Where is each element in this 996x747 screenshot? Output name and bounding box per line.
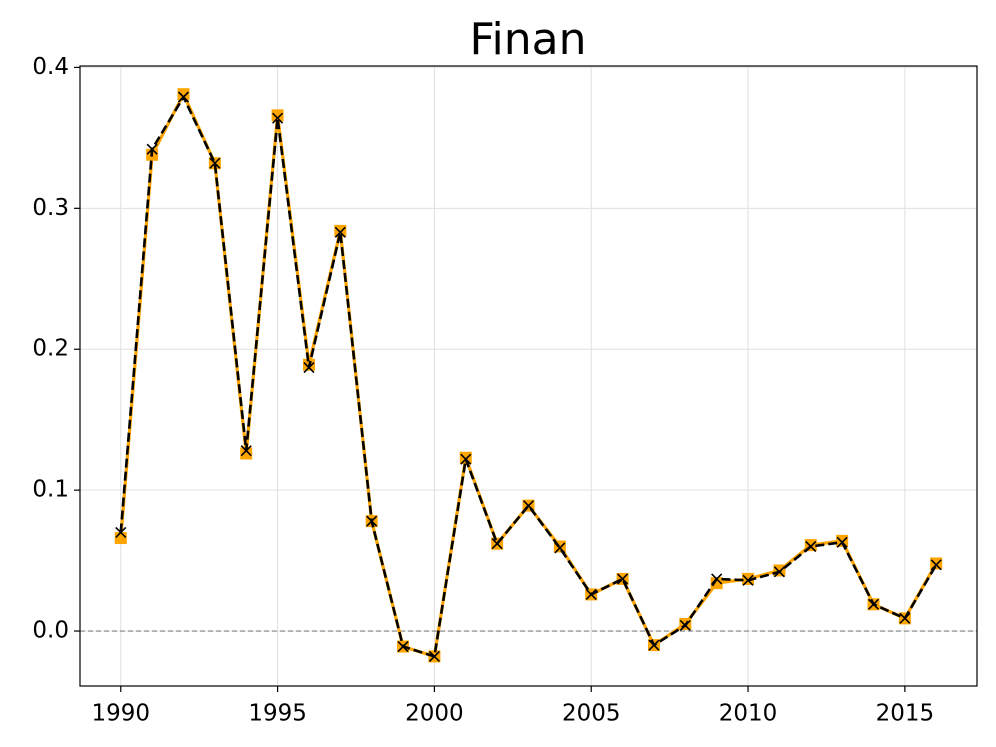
marker [177,88,190,101]
marker [334,226,346,238]
x-tick-label: 2010 [719,701,778,727]
marker [272,112,284,124]
marker [397,640,409,653]
marker [240,445,252,457]
marker [742,574,754,586]
marker [115,526,127,538]
marker [930,557,943,570]
marker [114,532,127,545]
marker [679,619,691,631]
y-tick-label: 0.0 [32,618,69,644]
marker [303,361,315,374]
series-line [119,95,938,658]
marker [585,588,597,600]
marker [366,515,378,527]
marker [554,542,566,554]
y-tick-label: 0.3 [32,195,69,221]
chart-title: Finan [469,14,586,65]
y-tick-label: 0.2 [32,336,69,362]
marker [271,109,284,122]
x-tick-label: 1990 [91,701,150,727]
marker [459,451,472,464]
y-tick-label: 0.4 [32,54,69,80]
x-tick-label: 2015 [876,701,935,727]
marker [617,573,629,585]
plot-frame [79,65,978,687]
marker [867,598,880,610]
y-tick-label: 0.1 [32,477,69,503]
marker [710,577,723,590]
marker [146,143,158,155]
marker [836,534,849,547]
marker [428,650,440,662]
marker [930,559,942,571]
marker [334,224,347,237]
marker [836,536,848,548]
x-tick-label: 1995 [248,701,307,727]
marker [491,538,503,550]
marker [460,453,472,465]
marker [899,612,911,624]
x-tick-label: 2005 [562,701,621,727]
marker [742,572,755,585]
series-line [119,92,938,659]
marker [648,639,660,651]
x-tick-label: 2000 [405,701,464,727]
marker [522,500,535,512]
marker [209,157,221,169]
marker [805,540,817,553]
marker [711,573,723,585]
marker [773,566,785,578]
marker [240,447,253,460]
marker [177,91,190,103]
